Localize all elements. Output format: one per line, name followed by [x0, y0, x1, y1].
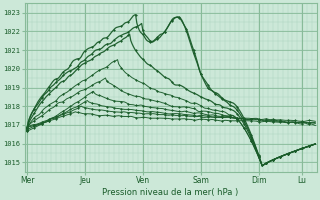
X-axis label: Pression niveau de la mer( hPa ): Pression niveau de la mer( hPa ) [102, 188, 239, 197]
